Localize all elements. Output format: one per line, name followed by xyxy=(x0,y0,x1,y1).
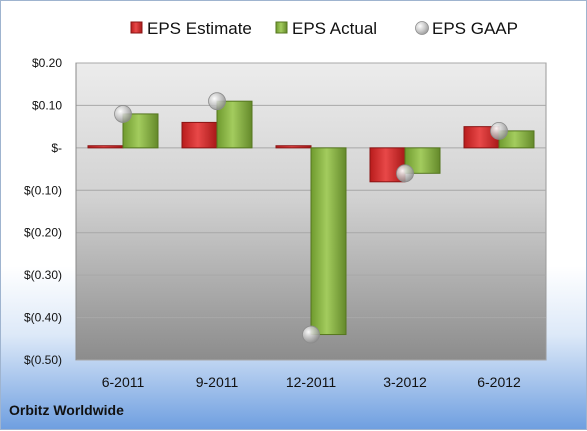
legend-label: EPS Estimate xyxy=(147,19,252,38)
estimate-bar xyxy=(87,145,124,149)
company-name: Orbitz Worldwide xyxy=(9,402,124,418)
x-tick-label: 12-2011 xyxy=(286,374,337,390)
x-tick-label: 6-2012 xyxy=(477,374,521,390)
x-tick-label: 9-2011 xyxy=(196,374,239,390)
y-tick-label: $0.20 xyxy=(32,56,62,70)
x-tick-label: 3-2012 xyxy=(383,374,427,390)
y-tick-label: $(0.30) xyxy=(24,268,62,282)
gaap-marker xyxy=(396,164,414,183)
y-axis: $0.20 $0.10 $- $(0.10) $(0.20) $(0.30) $(0.40)… xyxy=(24,56,77,367)
gaap-marker xyxy=(302,325,320,344)
gaap-markers xyxy=(114,92,508,344)
x-axis: 6-2011 9-2011 12-2011 3-2012 6-2012 xyxy=(102,374,521,390)
estimate-bar xyxy=(181,121,218,149)
gaap-marker xyxy=(208,92,226,111)
x-tick-label: 6-2011 xyxy=(102,374,145,390)
y-tick-label: $(0.50) xyxy=(24,353,62,367)
y-tick-label: $0.10 xyxy=(32,98,62,112)
legend: EPS Estimate EPS Actual EPS GAAP xyxy=(130,19,518,38)
legend-swatch xyxy=(415,21,429,35)
bars xyxy=(87,100,535,336)
y-tick-label: $- xyxy=(51,141,62,155)
actual-bar xyxy=(310,147,347,336)
y-tick-label: $(0.20) xyxy=(24,226,62,240)
actual-bar xyxy=(216,100,253,149)
legend-swatch xyxy=(275,21,288,34)
estimate-bar xyxy=(275,145,312,149)
legend-label: EPS Actual xyxy=(292,19,377,38)
gaap-marker xyxy=(114,105,132,123)
legend-label: EPS GAAP xyxy=(432,19,518,38)
gaap-marker xyxy=(490,121,508,140)
legend-swatch xyxy=(130,21,143,34)
y-tick-label: $(0.10) xyxy=(24,183,62,197)
y-tick-label: $(0.40) xyxy=(24,311,62,325)
